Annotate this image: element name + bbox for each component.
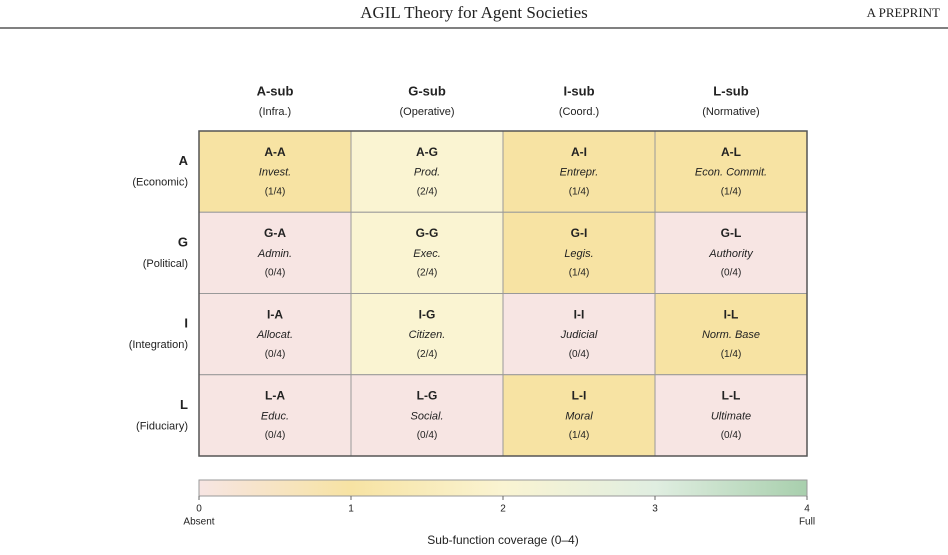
colorbar xyxy=(198,479,808,497)
row-sublabel: (Political) xyxy=(143,258,188,270)
cell-name: Exec. xyxy=(413,248,441,260)
cell-name: Entrepr. xyxy=(560,167,599,179)
cell-code: G-A xyxy=(264,226,286,240)
cell-value-label: (1/4) xyxy=(569,430,590,441)
cell-value-label: (1/4) xyxy=(721,186,742,197)
cell-name: Judicial xyxy=(560,329,598,341)
cell-value-label: (0/4) xyxy=(265,349,286,360)
cell-name: Social. xyxy=(410,410,443,422)
cell-name: Prod. xyxy=(414,167,440,179)
cell-name: Allocat. xyxy=(256,329,293,341)
cell-name: Norm. Base xyxy=(702,329,760,341)
column-label: A-sub xyxy=(257,83,294,98)
cell-value-label: (0/4) xyxy=(265,430,286,441)
cell-value-label: (0/4) xyxy=(569,349,590,360)
heatmap-cell xyxy=(654,211,808,294)
colorbar-max-label: Full xyxy=(799,517,815,528)
row-label: I xyxy=(184,316,188,331)
row-label: A xyxy=(179,153,189,168)
cell-name: Admin. xyxy=(257,248,292,260)
colorbar-tick-label: 1 xyxy=(348,504,354,515)
column-sublabel: (Infra.) xyxy=(259,106,291,118)
colorbar-tick-label: 4 xyxy=(804,504,810,515)
column-sublabel: (Operative) xyxy=(399,106,454,118)
cell-name: Legis. xyxy=(564,248,593,260)
cell-code: L-A xyxy=(265,389,285,403)
colorbar-tick-label: 2 xyxy=(500,504,506,515)
cell-code: L-L xyxy=(722,389,741,403)
colorbar-tick-label: 3 xyxy=(652,504,658,515)
cell-value-label: (2/4) xyxy=(417,268,438,279)
cell-value-label: (1/4) xyxy=(721,349,742,360)
heatmap-cell xyxy=(502,293,656,376)
colorbar-min-label: Absent xyxy=(183,517,214,528)
column-label: L-sub xyxy=(713,83,748,98)
colorbar-title: Sub-function coverage (0–4) xyxy=(427,533,578,547)
row-sublabel: (Integration) xyxy=(129,339,188,351)
row-sublabel: (Fiduciary) xyxy=(136,420,188,432)
heatmap-cell xyxy=(350,130,504,213)
grid-border xyxy=(198,130,808,457)
cell-value-label: (2/4) xyxy=(417,349,438,360)
cell-value-label: (1/4) xyxy=(265,186,286,197)
cell-code: I-L xyxy=(724,307,739,321)
header-right: A PREPRINT xyxy=(867,5,940,20)
cell-name: Educ. xyxy=(261,410,289,422)
heatmap-cell xyxy=(350,211,504,294)
cell-code: A-I xyxy=(571,145,587,159)
cell-name: Moral xyxy=(565,410,593,422)
cell-name: Citizen. xyxy=(409,329,446,341)
cell-code: G-I xyxy=(571,226,588,240)
cell-name: Authority xyxy=(708,248,754,260)
cell-value-label: (2/4) xyxy=(417,186,438,197)
cell-code: I-A xyxy=(267,307,283,321)
row-label: G xyxy=(178,234,188,249)
cell-code: L-G xyxy=(417,389,438,403)
row-sublabel: (Economic) xyxy=(132,177,188,189)
cell-value-label: (1/4) xyxy=(569,268,590,279)
column-label: G-sub xyxy=(408,83,446,98)
cell-code: I-G xyxy=(419,307,436,321)
cell-code: G-G xyxy=(416,226,439,240)
row-label: L xyxy=(180,397,188,412)
heatmap-cell xyxy=(350,374,504,457)
heatmap-cell xyxy=(350,293,504,376)
cell-value-label: (1/4) xyxy=(569,186,590,197)
header-title: AGIL Theory for Agent Societies xyxy=(360,3,588,22)
cell-name: Ultimate xyxy=(711,410,751,422)
cell-name: Econ. Commit. xyxy=(695,167,767,179)
cell-value-label: (0/4) xyxy=(265,268,286,279)
heatmap-cell xyxy=(654,293,808,376)
colorbar-tick-label: 0 xyxy=(196,504,202,515)
cell-value-label: (0/4) xyxy=(417,430,438,441)
cell-code: G-L xyxy=(721,226,742,240)
heatmap-cell xyxy=(502,374,656,457)
cell-code: A-G xyxy=(416,145,438,159)
cell-code: L-I xyxy=(572,389,587,403)
cell-value-label: (0/4) xyxy=(721,268,742,279)
cell-code: A-L xyxy=(721,145,741,159)
column-sublabel: (Normative) xyxy=(702,106,759,118)
cell-code: A-A xyxy=(264,145,286,159)
cell-code: I-I xyxy=(574,307,585,321)
cell-name: Invest. xyxy=(259,167,291,179)
column-label: I-sub xyxy=(563,83,594,98)
column-sublabel: (Coord.) xyxy=(559,106,599,118)
cell-value-label: (0/4) xyxy=(721,430,742,441)
